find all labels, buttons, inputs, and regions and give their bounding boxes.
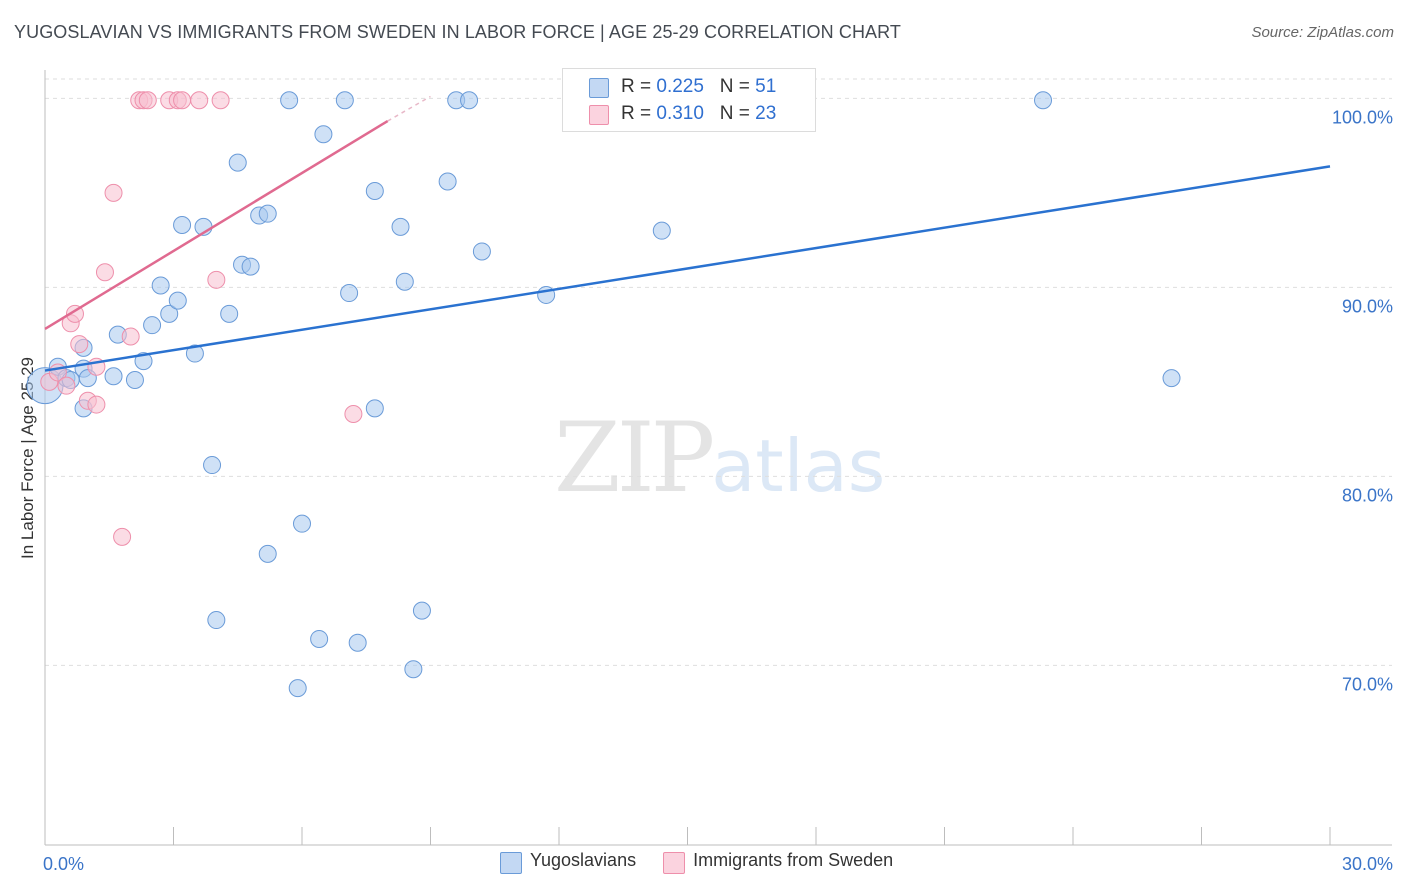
yugoslavian-point (293, 514, 311, 533)
sweden-point (87, 395, 106, 414)
yugoslavian-point (472, 242, 491, 261)
sweden-point (190, 91, 209, 110)
legend-label-sweden: Immigrants from Sweden (693, 850, 894, 870)
legend-n-label: N = (719, 103, 756, 124)
yugoslavian-point (348, 633, 367, 652)
yugoslavian-point (125, 371, 144, 389)
legend-r-label: R = (621, 76, 657, 97)
sweden-point (113, 527, 132, 546)
legend-n-value: 23 (755, 103, 777, 124)
sweden-point (104, 183, 123, 202)
sweden-point (138, 91, 157, 110)
yugoslavian-point (365, 399, 384, 418)
yugoslavian-point (203, 456, 222, 475)
yugoslavian-point (335, 91, 354, 110)
sweden-point (211, 91, 230, 110)
yugoslavian-point (258, 204, 277, 223)
legend-swatch-sweden (663, 852, 686, 874)
y-tick-label: 100.0% (1332, 107, 1393, 127)
y-tick-label: 80.0% (1342, 485, 1393, 505)
correlation-legend: R = 0.225 N = 51 R = 0.310 N = 23 (562, 68, 816, 132)
sweden-point (207, 270, 226, 289)
yugoslavian-point (151, 276, 170, 295)
yugoslavian-point (258, 544, 277, 563)
yugoslavian-point (207, 611, 226, 630)
yugoslavian-point (1162, 369, 1181, 388)
legend-item-yugoslavians: Yugoslavians (500, 850, 637, 874)
legend-swatch-yugoslavians (500, 852, 522, 874)
legend-n-value: 51 (755, 76, 777, 97)
yugoslavian-point (365, 181, 384, 200)
legend-swatch-yugoslavians (589, 78, 609, 98)
watermark-zip: ZIP (554, 402, 715, 514)
yugoslavian-point (310, 629, 329, 648)
legend-text-yugoslavians: R = 0.225 N = 51 (621, 76, 776, 98)
yugoslavian-point (173, 216, 192, 234)
yugoslavian-point (241, 257, 260, 276)
yugoslavian-point (1034, 91, 1053, 110)
y-tick-label: 90.0% (1342, 296, 1393, 316)
yugoslavian-point (395, 272, 414, 291)
sweden-point (173, 91, 192, 110)
sweden-trend-line (44, 119, 389, 331)
yugoslavian-point (134, 352, 153, 371)
yugoslavian-point (220, 304, 239, 323)
yugoslavian-point (160, 304, 179, 323)
legend-r-value: 0.225 (656, 76, 704, 97)
yugoslavian-point (391, 217, 410, 236)
chart-title: YUGOSLAVIAN VS IMMIGRANTS FROM SWEDEN IN… (14, 22, 902, 42)
yugoslavian-point (168, 291, 187, 310)
yugoslavian-point (288, 679, 307, 698)
watermark: ZIPatlas (554, 402, 885, 514)
yugoslavian-point (280, 91, 299, 110)
yugoslavian-trend-line (44, 165, 1331, 372)
y-tick-label: 70.0% (1342, 674, 1393, 694)
yugoslavian-point (228, 153, 247, 172)
legend-r-label: R = (621, 103, 657, 124)
x-tick-label: 30.0% (1342, 854, 1393, 874)
x-tick-label: 0.0% (43, 854, 84, 874)
sweden-point (95, 263, 114, 282)
yugoslavian-point (185, 344, 204, 363)
sweden-point (121, 327, 140, 346)
yugoslavian-point (438, 172, 457, 191)
yugoslavian-point (412, 601, 431, 620)
sweden-point (57, 376, 76, 395)
legend-text-sweden: R = 0.310 N = 23 (621, 103, 776, 125)
legend-r-value: 0.310 (656, 103, 704, 124)
series-legend: Yugoslavians Immigrants from Sweden (500, 850, 915, 874)
yugoslavian-point (340, 284, 359, 303)
yugoslavian-point (404, 660, 423, 679)
yugoslavian-point (652, 221, 671, 240)
sweden-trend-extension (387, 95, 431, 122)
yugoslavian-point (460, 91, 479, 110)
sweden-point (344, 405, 363, 424)
source-credit: Source: ZipAtlas.com (1251, 24, 1394, 41)
yugoslavian-point (104, 367, 123, 386)
sweden-point (70, 335, 89, 354)
yugoslavian-point (143, 316, 162, 335)
watermark-atlas: atlas (711, 424, 886, 508)
legend-item-sweden: Immigrants from Sweden (663, 850, 894, 874)
yugoslavian-point (314, 125, 333, 144)
legend-swatch-sweden (589, 105, 609, 125)
legend-n-label: N = (719, 76, 756, 97)
legend-label-yugoslavians: Yugoslavians (530, 850, 637, 870)
